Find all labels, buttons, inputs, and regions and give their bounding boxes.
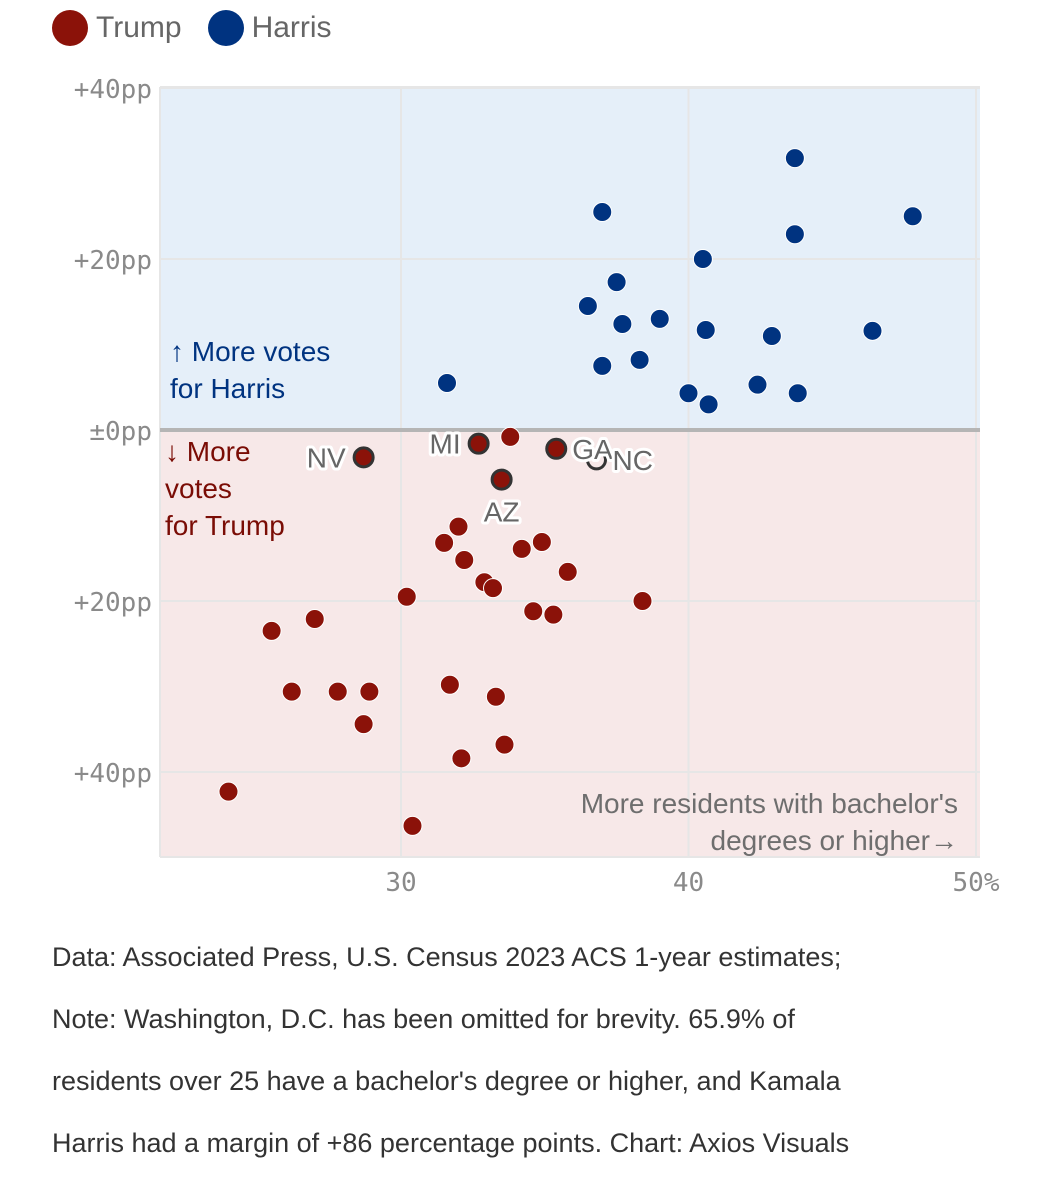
- trump-point: [632, 591, 653, 611]
- harris-point: [784, 148, 805, 169]
- legend-label-trump: Trump: [96, 11, 182, 44]
- state-label-az: AZ: [484, 497, 520, 528]
- trump-point: [531, 532, 552, 553]
- trump-point: [483, 578, 503, 599]
- legend-swatch-trump: [52, 10, 88, 46]
- trump-point: [304, 608, 325, 629]
- state-label-nc: NC: [613, 445, 653, 476]
- harris-region-label: ↑ More votes: [170, 336, 330, 367]
- trump-point: [494, 734, 515, 755]
- state-label-nv: NV: [307, 442, 346, 473]
- harris-point: [678, 383, 699, 404]
- trump-region: [160, 430, 980, 857]
- x-tick-label: 40: [673, 868, 704, 898]
- harris-point: [612, 313, 633, 334]
- legend-swatch-harris: [207, 10, 244, 46]
- x-axis-annotation: More residents with bachelor's: [581, 788, 958, 819]
- trump-point: [500, 426, 521, 447]
- trump-region-label: ↓ More: [165, 436, 251, 467]
- trump-point: [281, 681, 302, 702]
- state-label-ga: GA: [572, 434, 613, 465]
- trump-point: [543, 604, 564, 625]
- y-tick-label: +40pp: [74, 759, 152, 789]
- y-tick-label: ±0pp: [89, 417, 152, 447]
- y-tick-label: +20pp: [74, 588, 152, 618]
- footer-line-note: Note: Washington, D.C. has been omitted …: [52, 1004, 795, 1034]
- legend-label-harris: Harris: [251, 11, 332, 44]
- trump-point-ga: [545, 437, 568, 460]
- trump-point: [402, 815, 423, 836]
- trump-point: [439, 674, 460, 695]
- legend: Trump Harris: [52, 10, 332, 46]
- harris-point: [761, 325, 782, 346]
- harris-point: [437, 372, 457, 393]
- footer-line-note-2: residents over 25 have a bachelor's degr…: [52, 1066, 841, 1096]
- trump-point: [511, 538, 532, 559]
- y-tick-label: +40pp: [74, 75, 152, 105]
- trump-point-nv: [352, 446, 375, 469]
- harris-point: [649, 308, 670, 329]
- scatter-chart: +40pp +20pp ±0pp +20pp +40pp 30 40 50% ↑ More v…: [74, 75, 1000, 898]
- harris-point: [592, 355, 613, 376]
- trump-point-nc: [586, 449, 607, 471]
- chart-footer: Data: Associated Press, U.S. Census 2023…: [52, 926, 1012, 1174]
- trump-point: [218, 781, 239, 802]
- harris-point: [606, 272, 627, 293]
- harris-region-label: for Harris: [170, 373, 285, 404]
- legend-item-harris: Harris: [207, 10, 332, 46]
- trump-point-mi: [467, 432, 490, 455]
- harris-point: [592, 201, 613, 222]
- trump-region-label: for Trump: [165, 510, 285, 541]
- trump-point: [434, 532, 455, 553]
- harris-point: [787, 383, 808, 404]
- harris-point: [862, 320, 883, 341]
- x-axis-annotation: degrees or higher→: [711, 825, 958, 856]
- trump-point: [448, 516, 469, 537]
- harris-point: [698, 394, 719, 415]
- trump-point-az: [490, 468, 513, 491]
- trump-point: [327, 681, 348, 702]
- trump-point: [451, 748, 472, 769]
- harris-point: [784, 224, 805, 245]
- trump-point: [523, 601, 544, 622]
- state-label-mi: MI: [430, 429, 461, 460]
- harris-point: [577, 296, 598, 317]
- y-tick-label: +20pp: [74, 246, 152, 276]
- trump-point: [353, 714, 374, 735]
- x-tick-label: 30: [385, 868, 416, 898]
- trump-point: [396, 586, 417, 607]
- footer-line-credit: Harris had a margin of +86 percentage po…: [52, 1128, 850, 1158]
- trump-point: [261, 620, 282, 641]
- trump-region-label: votes: [165, 473, 232, 504]
- harris-point: [692, 249, 713, 269]
- harris-point: [747, 374, 768, 395]
- legend-item-trump: Trump: [52, 10, 182, 46]
- trump-point: [359, 681, 380, 702]
- trump-point: [557, 561, 578, 582]
- trump-point: [454, 549, 475, 570]
- harris-point: [902, 206, 923, 227]
- x-tick-label: 50%: [953, 868, 1000, 898]
- trump-point: [485, 686, 506, 707]
- footer-line-source: Data: Associated Press, U.S. Census 2023…: [52, 942, 842, 972]
- harris-point: [695, 319, 716, 340]
- harris-point: [629, 349, 650, 370]
